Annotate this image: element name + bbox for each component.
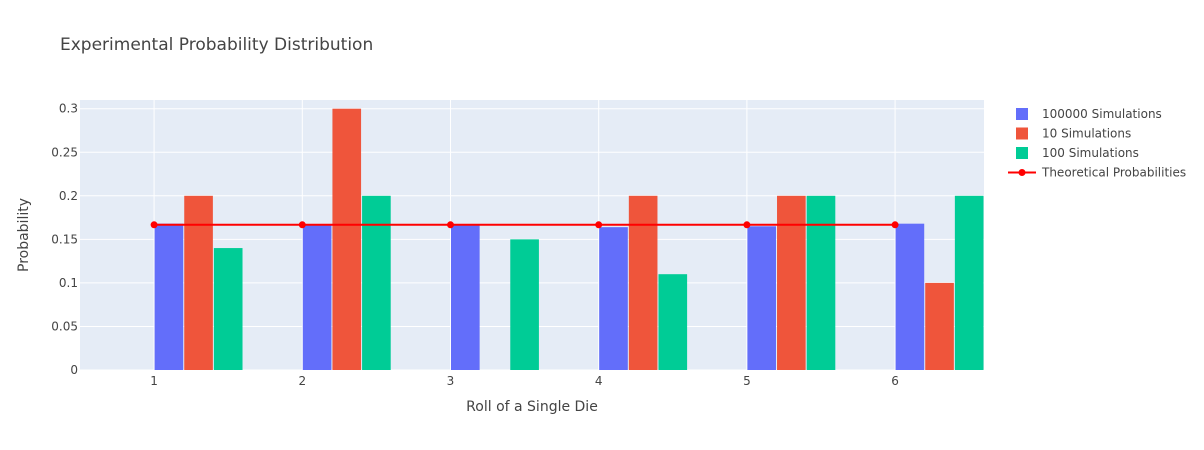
x-tick-label: 3: [447, 374, 455, 388]
bar: [777, 195, 806, 370]
bar: [450, 224, 480, 370]
line-point: [150, 221, 158, 229]
bar: [806, 195, 836, 370]
bar: [213, 248, 243, 370]
bar: [658, 274, 688, 370]
y-tick-label: 0.1: [59, 276, 78, 290]
y-tick-label: 0.25: [51, 145, 78, 159]
bar: [332, 108, 362, 370]
line-point: [298, 221, 306, 229]
line-point: [595, 221, 603, 229]
bar: [510, 239, 539, 370]
bar: [362, 195, 391, 370]
y-axis-title: Probability: [16, 198, 32, 272]
y-tick-label: 0.2: [59, 189, 78, 203]
legend-label: 10 Simulations: [1042, 127, 1131, 141]
bar: [302, 224, 332, 370]
x-tick-labels: 1 2 3 4 5 6: [150, 374, 899, 388]
x-tick-label: 2: [298, 374, 306, 388]
y-tick-label: 0.05: [51, 319, 78, 333]
x-tick-label: 4: [595, 374, 603, 388]
legend-marker: [1018, 169, 1026, 176]
legend-swatch: [1016, 127, 1028, 140]
legend-swatch: [1016, 147, 1028, 159]
line-point: [446, 221, 454, 229]
bar: [895, 223, 925, 370]
legend-label: 100000 Simulations: [1042, 107, 1162, 121]
bar: [954, 195, 984, 370]
y-tick-label: 0.15: [51, 232, 78, 246]
bar: [154, 223, 184, 370]
bar: [599, 227, 628, 370]
bar: [184, 195, 213, 370]
legend[interactable]: 100000 Simulations 10 Simulations 100 Simu…: [1008, 107, 1186, 180]
x-axis-title: Roll of a Single Die: [466, 399, 598, 415]
bar: [628, 195, 658, 370]
legend-swatch: [1016, 108, 1028, 120]
line-point: [743, 221, 751, 229]
y-tick-labels: 0 0.05 0.1 0.15 0.2 0.25 0.3: [51, 102, 78, 377]
x-tick-label: 1: [150, 374, 158, 388]
bar: [925, 282, 954, 370]
chart-title: Experimental Probability Distribution: [60, 35, 373, 55]
x-tick-label: 6: [891, 374, 899, 388]
y-tick-label: 0: [70, 363, 78, 377]
theoretical-line: [150, 221, 899, 229]
bar: [747, 226, 777, 370]
line-point: [891, 221, 899, 229]
bars: [154, 108, 984, 370]
legend-label: 100 Simulations: [1042, 146, 1139, 160]
x-tick-label: 5: [743, 374, 751, 388]
legend-label: Theoretical Probabilities: [1041, 166, 1186, 180]
y-tick-label: 0.3: [59, 102, 78, 116]
